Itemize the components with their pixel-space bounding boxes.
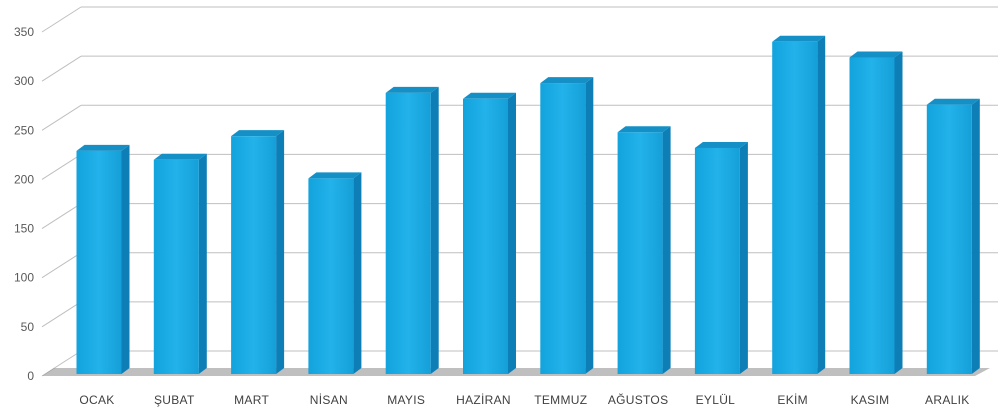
bar-front <box>385 92 431 374</box>
bar-front <box>694 147 740 374</box>
bar-top <box>308 172 362 179</box>
x-tick-label: MART <box>234 393 269 407</box>
bar-side <box>121 144 130 374</box>
x-tick-label: HAZİRAN <box>456 393 511 407</box>
x-tick-label: EYLÜL <box>696 393 736 407</box>
gridline-slant <box>41 252 82 279</box>
bar-side <box>430 86 439 374</box>
x-tick-label: EKİM <box>777 393 808 407</box>
gridline-slant <box>41 6 82 33</box>
bar-side <box>276 130 285 374</box>
bar <box>772 35 826 375</box>
bar <box>463 92 516 375</box>
y-tick-label: 250 <box>14 123 34 137</box>
bar-top <box>463 92 516 99</box>
bar-top <box>617 126 671 133</box>
x-tick-label: MAYIS <box>387 393 425 407</box>
x-tick-label: TEMMUZ <box>534 393 587 407</box>
x-tick-label: NİSAN <box>310 393 348 407</box>
bar-side <box>894 51 903 375</box>
bar-top <box>231 130 285 137</box>
bar <box>76 144 130 374</box>
bar-front <box>463 98 508 375</box>
bar-top <box>849 51 903 58</box>
bar-top <box>772 35 826 42</box>
bar-front <box>849 57 895 375</box>
bar-front <box>231 136 277 374</box>
bar-front <box>926 104 972 374</box>
bar-side <box>198 153 207 374</box>
gridline-slant <box>41 203 82 229</box>
bar-front <box>308 178 354 374</box>
bar-side <box>353 172 362 374</box>
bar <box>540 77 594 375</box>
x-axis-labels: OCAK ŞUBAT MART NİSAN MAYIS HAZİRAN TEMMUZ AĞUS… <box>79 392 969 407</box>
x-tick-label: OCAK <box>79 393 114 407</box>
bar-side <box>662 126 671 375</box>
bar-front <box>617 132 663 374</box>
bar <box>231 130 285 374</box>
bar <box>926 98 980 374</box>
y-tick-label: 100 <box>14 271 34 285</box>
bar-side <box>585 77 594 375</box>
x-tick-label: ARALIK <box>925 393 970 407</box>
gridline-slant <box>41 301 82 328</box>
bar-top <box>540 77 594 84</box>
gridline-slant <box>41 55 82 82</box>
bar-side <box>971 98 980 374</box>
y-axis: 0 50 100 150 200 250 300 350 <box>14 25 34 383</box>
x-tick-label: AĞUSTOS <box>608 392 669 407</box>
bar-side <box>508 92 516 375</box>
x-tick-label: ŞUBAT <box>154 393 195 407</box>
y-tick-label: 300 <box>14 74 34 88</box>
bar-front <box>540 83 586 375</box>
bar <box>849 51 903 375</box>
bar-front <box>76 150 122 374</box>
bar <box>153 153 207 374</box>
bar-top <box>76 144 130 151</box>
bar-top <box>385 86 439 93</box>
bar-front <box>153 159 199 374</box>
y-tick-label: 200 <box>14 172 34 186</box>
y-tick-label: 150 <box>14 222 34 236</box>
bar-series <box>76 35 980 375</box>
bar <box>385 86 439 374</box>
bar <box>694 141 748 374</box>
bar-side <box>739 141 748 374</box>
bar-top <box>694 141 748 148</box>
bar-front <box>772 41 818 375</box>
x-tick-label: KASIM <box>851 393 890 407</box>
gridline-slant <box>41 154 82 180</box>
bar <box>308 172 362 374</box>
y-tick-label: 0 <box>27 369 34 383</box>
bar-top <box>926 98 980 105</box>
y-tick-label: 50 <box>21 320 35 334</box>
bar-top <box>153 153 207 160</box>
bar-side <box>817 35 826 375</box>
gridline-slant <box>41 104 82 131</box>
bar <box>617 126 671 375</box>
y-tick-label: 350 <box>14 25 34 39</box>
